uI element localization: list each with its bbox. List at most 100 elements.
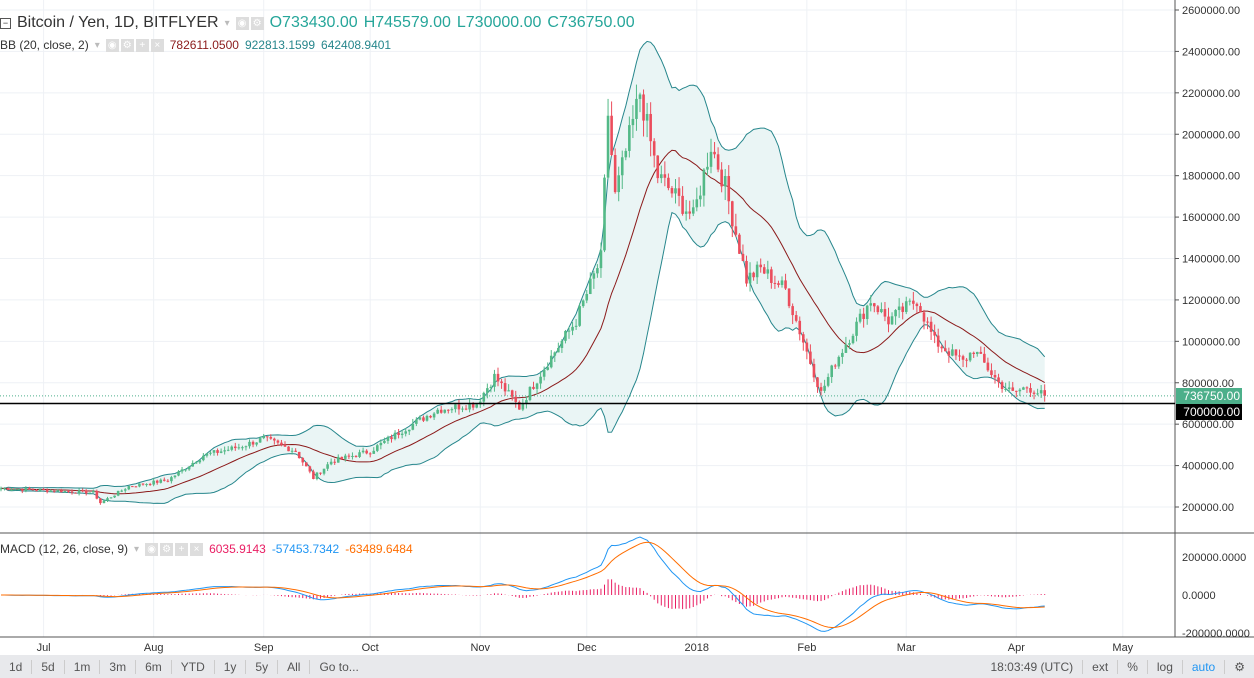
gear-icon[interactable]: ⚙: [160, 542, 174, 556]
range-1m[interactable]: 1m: [65, 659, 101, 674]
percent-toggle[interactable]: %: [1118, 659, 1148, 674]
horizontal-line-price-label[interactable]: 700000.00: [1176, 404, 1242, 420]
candle-body: [280, 442, 283, 445]
price-tick-label: 2400000.00: [1182, 46, 1240, 58]
macd-label[interactable]: MACD (12, 26, close, 9): [0, 542, 129, 556]
candle-body: [869, 303, 873, 306]
candle-body: [255, 442, 258, 445]
candle-body: [706, 166, 709, 170]
range-1y[interactable]: 1y: [215, 659, 247, 674]
close-icon[interactable]: ×: [190, 542, 204, 556]
candle-body: [315, 472, 319, 479]
eye-icon[interactable]: ◉: [235, 16, 249, 30]
eye-icon[interactable]: ◉: [145, 542, 159, 556]
close-icon[interactable]: ×: [150, 38, 164, 52]
candle-body: [301, 458, 305, 463]
close-value: C736750.00: [547, 14, 635, 31]
candle-body: [631, 118, 635, 126]
candle-body: [216, 450, 219, 453]
range-5y[interactable]: 5y: [246, 659, 279, 674]
candle-body: [617, 175, 620, 193]
candle-body: [56, 490, 60, 492]
candle-body: [958, 355, 961, 357]
candle-body: [273, 438, 276, 441]
bb-fill: [1, 41, 1045, 504]
dropdown-icon[interactable]: ▾: [134, 543, 140, 555]
candle-body: [791, 306, 794, 316]
settings-gear-icon[interactable]: ⚙: [1234, 659, 1245, 674]
candle-body: [305, 462, 308, 467]
candle-body: [997, 377, 1000, 383]
candle-body: [745, 260, 748, 284]
gear-icon[interactable]: ⚙: [120, 38, 134, 52]
candle-body: [837, 356, 841, 367]
candle-body: [336, 456, 340, 463]
candle-body: [205, 453, 209, 456]
candle-body: [251, 441, 255, 445]
candle-body: [358, 452, 361, 457]
candle-body: [645, 113, 649, 121]
bb-label[interactable]: BB (20, close, 2): [0, 38, 89, 52]
candle-body: [60, 490, 63, 493]
symbol-title[interactable]: Bitcoin / Yen, 1D, BITFLYER: [17, 14, 219, 31]
plus-icon[interactable]: +: [175, 542, 189, 556]
range-6m[interactable]: 6m: [136, 659, 172, 674]
candle-body: [1043, 390, 1046, 396]
candle-body: [28, 488, 31, 490]
candle-body: [24, 488, 28, 491]
candle-body: [13, 489, 17, 491]
candle-body: [471, 403, 475, 408]
range-1d[interactable]: 1d: [0, 659, 33, 674]
range-3m[interactable]: 3m: [100, 659, 137, 674]
candle-body: [816, 377, 819, 388]
candle-body: [762, 267, 766, 274]
candle-body: [6, 488, 10, 491]
dropdown-icon[interactable]: ▾: [94, 39, 100, 51]
bb-upper-line: [0, 40, 1046, 489]
candle-body: [819, 387, 823, 391]
range-5d[interactable]: 5d: [32, 659, 65, 674]
candle-body: [92, 490, 95, 493]
range-ytd[interactable]: YTD: [172, 659, 215, 674]
range-all[interactable]: All: [278, 659, 311, 674]
candle-body: [855, 321, 858, 336]
candle-body: [521, 403, 525, 410]
bb-basis-value: 782611.0500: [169, 38, 239, 52]
candle-body: [198, 460, 202, 463]
collapse-icon[interactable]: −: [0, 17, 11, 29]
candle-body: [642, 94, 645, 121]
ext-toggle[interactable]: ext: [1083, 659, 1119, 674]
candle-body: [912, 300, 915, 304]
candle-body: [880, 309, 883, 313]
candle-body: [390, 437, 393, 440]
candle-body: [947, 351, 951, 356]
candle-body: [933, 331, 936, 336]
candle-body: [944, 348, 947, 352]
time-tick-label: Oct: [362, 642, 379, 654]
candle-body: [897, 306, 901, 311]
price-tick-label: 600000.00: [1182, 419, 1234, 431]
eye-icon[interactable]: ◉: [105, 38, 119, 52]
candle-body: [163, 479, 166, 481]
goto-button[interactable]: Go to...: [319, 659, 359, 674]
auto-toggle[interactable]: auto: [1183, 659, 1226, 674]
candle-body: [553, 352, 557, 356]
candle-body: [624, 150, 628, 158]
candle-body: [109, 497, 113, 499]
candle-body: [38, 489, 42, 491]
candle-body: [532, 386, 535, 389]
candle-body: [656, 155, 660, 179]
candle-body: [876, 306, 880, 313]
candle-body: [159, 479, 163, 483]
gear-icon[interactable]: ⚙: [250, 16, 264, 30]
candle-body: [241, 447, 244, 449]
candle-body: [145, 484, 148, 486]
candle-body: [368, 453, 372, 455]
clock: 18:03:49 (UTC): [981, 659, 1084, 674]
log-toggle[interactable]: log: [1148, 659, 1183, 674]
dropdown-icon[interactable]: ▾: [224, 17, 230, 29]
time-tick-label: Feb: [797, 642, 816, 654]
candle-body: [638, 94, 642, 99]
plus-icon[interactable]: +: [135, 38, 149, 52]
